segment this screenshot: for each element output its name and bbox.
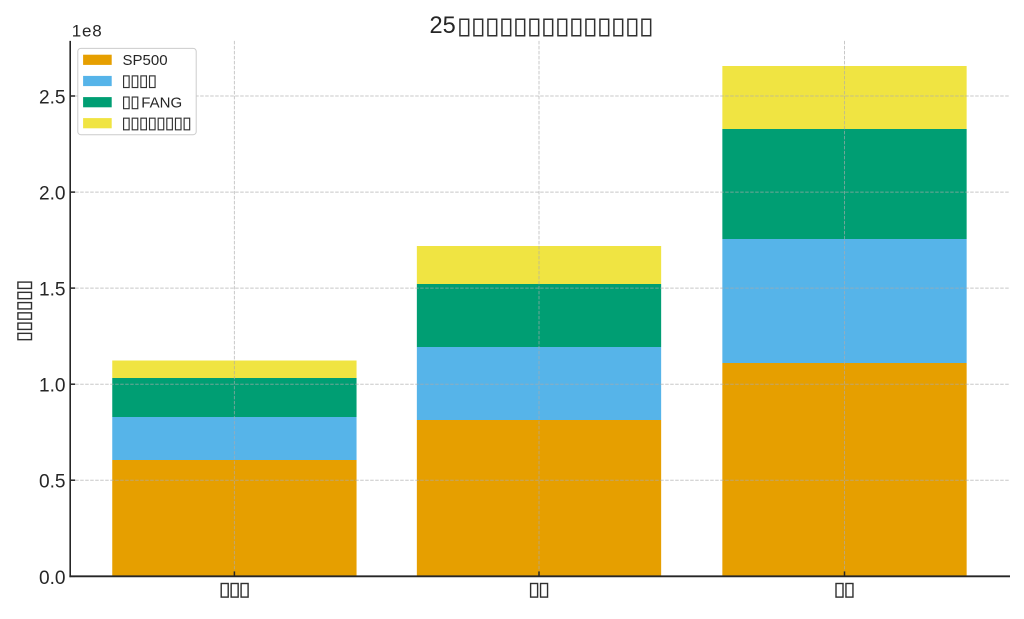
svg-text:0.0: 0.0 [39,568,66,589]
svg-text:1.0: 1.0 [39,376,66,397]
svg-text:0.5: 0.5 [39,472,66,493]
svg-text:SP500: SP500 [123,52,168,69]
svg-text:1.5: 1.5 [39,280,66,301]
svg-text:FANG: FANG [141,95,182,112]
svg-text:2.0: 2.0 [39,184,66,205]
svg-text:25: 25 [430,13,456,39]
svg-text:2.5: 2.5 [39,88,66,109]
svg-text:1e8: 1e8 [72,22,103,41]
